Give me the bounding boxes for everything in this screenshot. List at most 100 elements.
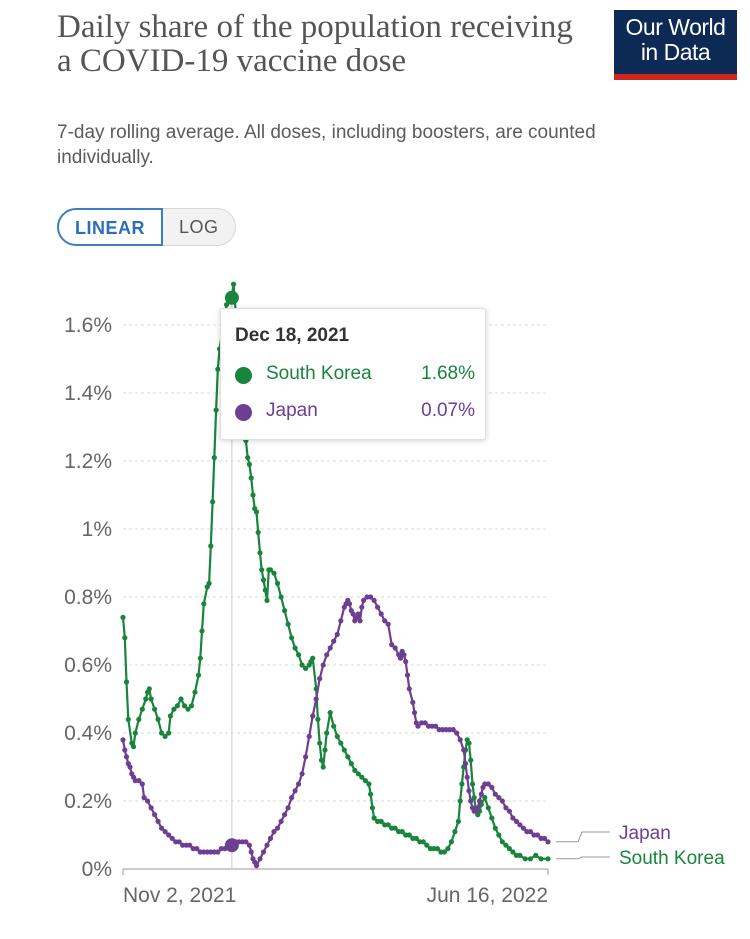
data-point [545, 856, 551, 862]
data-point [162, 733, 168, 740]
data-point [389, 642, 395, 648]
label-connector [556, 856, 610, 860]
data-point [541, 835, 548, 842]
chart-title: Daily share of the population receiving … [57, 9, 573, 79]
y-tick-label: 0.4% [64, 722, 112, 745]
y-tick-label: 1.6% [64, 314, 112, 337]
data-point [185, 706, 191, 712]
data-point [299, 662, 305, 668]
data-point [385, 621, 391, 627]
series-end-labels[interactable]: South Korea Japan [556, 823, 725, 869]
data-point [457, 737, 463, 743]
data-point [248, 849, 254, 855]
data-point [253, 863, 260, 869]
data-point [469, 781, 476, 787]
data-point [382, 618, 388, 624]
data-point [257, 550, 263, 556]
data-point [522, 856, 528, 862]
data-point [215, 366, 221, 372]
data-point [289, 795, 295, 801]
data-point [441, 849, 447, 855]
y-tick-label: 1.4% [64, 382, 112, 405]
data-point [190, 846, 196, 852]
log-scale-button[interactable]: LOG [161, 208, 236, 246]
data-point [378, 818, 384, 825]
data-point [303, 665, 309, 672]
data-point [401, 652, 407, 658]
data-point [404, 672, 411, 678]
data-point [334, 631, 340, 638]
series-south-korea[interactable] [120, 281, 551, 862]
data-point [499, 839, 505, 845]
data-point [317, 676, 323, 682]
data-point [485, 781, 491, 787]
data-point [255, 529, 261, 536]
data-point [466, 740, 472, 746]
data-point [127, 764, 133, 770]
south-korea-swatch-icon [235, 367, 252, 384]
data-point [152, 706, 158, 712]
y-tick-label: 0.8% [64, 586, 112, 609]
data-point [533, 852, 539, 859]
data-point [492, 791, 498, 797]
data-point [371, 597, 377, 604]
data-point [122, 747, 128, 753]
data-point [155, 818, 161, 825]
tooltip-series-value: 1.68% [421, 363, 475, 384]
data-point [466, 788, 472, 794]
linear-scale-button[interactable]: LINEAR [57, 208, 163, 246]
data-point [410, 699, 416, 706]
data-point [296, 652, 302, 658]
data-point [123, 679, 130, 685]
data-point [264, 597, 270, 604]
data-point [313, 696, 319, 702]
hover-markers [224, 290, 239, 853]
data-point [527, 829, 534, 835]
data-point [324, 730, 330, 736]
data-point [120, 614, 126, 621]
data-point [392, 645, 398, 651]
data-point [503, 842, 509, 848]
series-end-label[interactable]: Japan [619, 823, 671, 844]
data-point [378, 611, 384, 617]
data-point [136, 716, 142, 723]
data-point [345, 754, 351, 760]
y-tick-label: 0.2% [64, 790, 112, 813]
japan-swatch-icon [235, 404, 252, 421]
data-point [167, 713, 173, 719]
data-point [482, 795, 488, 801]
data-point [324, 652, 330, 658]
data-point [357, 618, 363, 624]
data-point [527, 856, 534, 862]
data-point [478, 791, 484, 797]
data-point [420, 839, 426, 845]
y-tick-label: 1% [82, 518, 112, 541]
data-point [143, 696, 149, 702]
data-point [397, 655, 404, 661]
tooltip: Dec 18, 2021 South Korea 1.68% Japan 0.0… [220, 308, 486, 440]
x-tick-label: Jun 16, 2022 [427, 884, 548, 907]
data-point [422, 720, 428, 726]
series-lines[interactable] [120, 281, 551, 869]
data-point [464, 774, 470, 780]
data-point [181, 703, 188, 709]
data-point [448, 839, 454, 845]
data-point [282, 812, 288, 818]
data-point [445, 846, 451, 852]
data-point [545, 839, 551, 845]
data-point [375, 604, 381, 610]
series-japan[interactable] [120, 594, 551, 869]
data-point [188, 703, 195, 709]
data-point [174, 703, 180, 709]
data-point [253, 509, 260, 515]
owid-logo[interactable]: Our World in Data [614, 10, 737, 80]
data-point [375, 818, 381, 825]
data-point [506, 846, 512, 852]
data-point [424, 842, 430, 848]
data-point [461, 747, 467, 753]
data-point [334, 733, 340, 740]
data-point [492, 825, 498, 831]
series-end-label[interactable]: South Korea [619, 848, 725, 869]
data-point [194, 846, 200, 852]
